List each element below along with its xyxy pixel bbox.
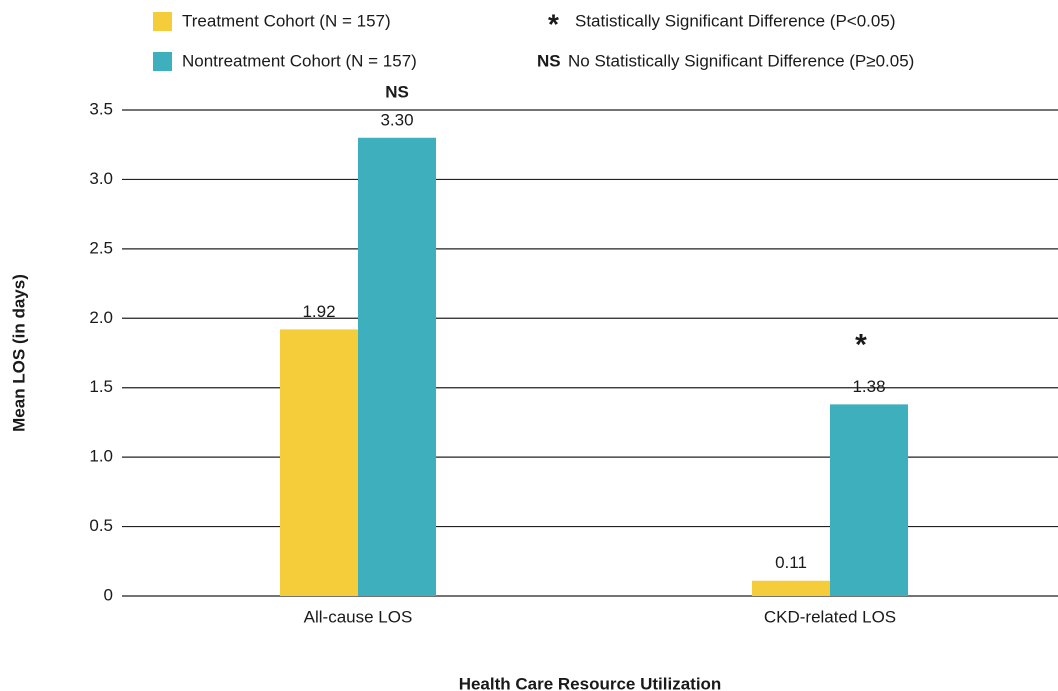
legend-swatch xyxy=(153,52,172,71)
y-tick-label: 1.0 xyxy=(89,447,113,466)
legend-label: Treatment Cohort (N = 157) xyxy=(182,11,391,30)
x-tick-label: All-cause LOS xyxy=(304,607,413,626)
value-label: 3.30 xyxy=(380,110,413,129)
legend-swatch xyxy=(153,12,172,31)
x-axis-label: Health Care Resource Utilization xyxy=(459,674,722,691)
legend-label: Nontreatment Cohort (N = 157) xyxy=(182,51,417,70)
y-tick-label: 3.0 xyxy=(89,169,113,188)
y-tick-label: 1.5 xyxy=(89,377,113,396)
bar xyxy=(280,329,358,596)
legend-symbol: NS xyxy=(537,51,561,70)
legend-symbol: * xyxy=(548,8,559,39)
value-label: 1.92 xyxy=(302,302,335,321)
y-tick-label: 2.5 xyxy=(89,238,113,257)
legend-note: No Statistically Significant Difference … xyxy=(568,51,914,70)
bar xyxy=(752,580,830,596)
y-tick-label: 2.0 xyxy=(89,308,113,327)
y-axis-label: Mean LOS (in days) xyxy=(9,274,28,432)
legend-note: Statistically Significant Difference (P<… xyxy=(575,11,895,30)
x-tick-label: CKD-related LOS xyxy=(764,607,896,626)
value-label: 0.11 xyxy=(775,553,807,572)
value-label: 1.38 xyxy=(852,377,885,396)
significance-label: NS xyxy=(385,82,409,101)
significance-label: * xyxy=(855,328,867,361)
y-tick-label: 0.5 xyxy=(89,516,113,535)
y-tick-label: 0 xyxy=(104,585,113,604)
y-tick-label: 3.5 xyxy=(89,99,113,118)
bar xyxy=(358,137,436,596)
bar xyxy=(830,404,908,596)
